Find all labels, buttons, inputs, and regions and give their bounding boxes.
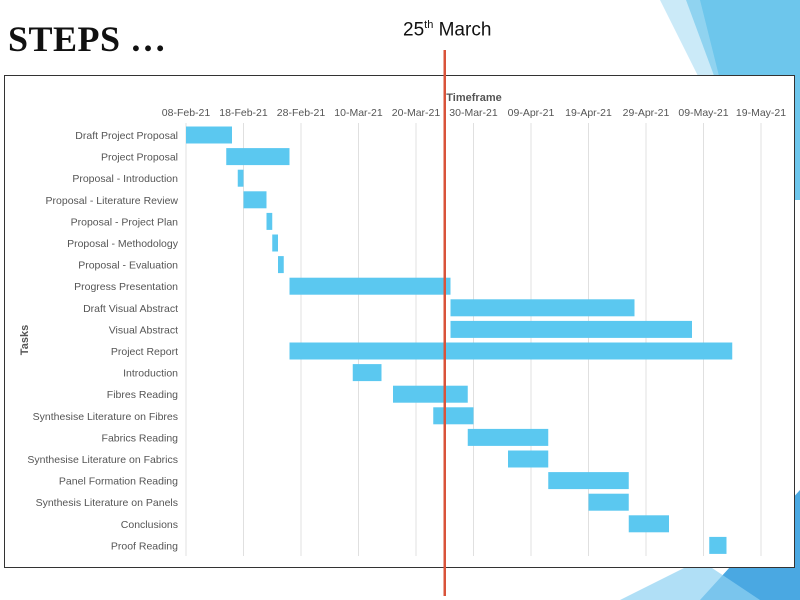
task-label: Synthesise Literature on Fabrics <box>27 454 178 466</box>
task-bar <box>237 169 244 187</box>
task-bar <box>266 212 273 230</box>
task-label: Project Proposal <box>101 152 178 164</box>
x-axis-title: Timeframe <box>446 92 501 104</box>
task-bar <box>352 364 382 382</box>
task-label: Fabrics Reading <box>102 432 179 444</box>
x-tick-label: 30-Mar-21 <box>449 107 498 119</box>
task-label: Panel Formation Reading <box>59 476 178 488</box>
x-tick-label: 18-Feb-21 <box>219 107 268 119</box>
task-bar <box>186 126 232 144</box>
task-bar <box>289 277 451 295</box>
task-bar <box>289 342 733 360</box>
task-bar <box>243 191 267 209</box>
task-label: Fibres Reading <box>107 389 178 401</box>
x-tick-label: 19-May-21 <box>736 107 786 119</box>
task-label: Draft Project Proposal <box>75 130 178 142</box>
task-bar <box>278 256 284 274</box>
task-label: Proposal - Methodology <box>67 238 179 250</box>
slide-title: STEPS … <box>8 19 167 59</box>
task-label: Introduction <box>123 368 178 380</box>
decor-shape-bottom-right-light <box>620 560 760 600</box>
marker-label: 25th March <box>403 19 491 41</box>
task-label: Project Report <box>111 346 178 358</box>
task-bar <box>588 493 629 511</box>
task-bar <box>226 148 290 166</box>
marker-label-day: 25 <box>403 19 425 41</box>
task-bar <box>508 450 549 468</box>
task-label: Proof Reading <box>111 540 178 552</box>
marker-label-suffix: th <box>424 19 434 31</box>
x-tick-label: 29-Apr-21 <box>623 107 670 119</box>
task-label: Proposal - Evaluation <box>78 260 178 272</box>
task-label: Proposal - Introduction <box>72 173 178 185</box>
task-bar <box>467 428 549 446</box>
task-bar <box>628 515 669 533</box>
task-label: Synthesis Literature on Panels <box>36 497 178 509</box>
task-bar <box>433 407 474 425</box>
task-bar <box>393 385 468 403</box>
task-bar <box>272 234 278 252</box>
marker-label-month: March <box>433 19 492 41</box>
task-bar <box>450 299 635 317</box>
task-bar <box>709 536 727 554</box>
task-label: Proposal - Literature Review <box>46 195 179 207</box>
task-label: Proposal - Project Plan <box>71 216 179 228</box>
task-label: Visual Abstract <box>109 324 178 336</box>
x-tick-label: 09-Apr-21 <box>508 107 555 119</box>
task-bar <box>548 472 629 490</box>
x-tick-label: 09-May-21 <box>678 107 728 119</box>
task-label: Synthesise Literature on Fibres <box>33 411 178 423</box>
x-tick-label: 28-Feb-21 <box>277 107 326 119</box>
x-tick-label: 08-Feb-21 <box>162 107 211 119</box>
x-tick-label: 10-Mar-21 <box>334 107 383 119</box>
y-axis-title: Tasks <box>19 325 31 355</box>
task-label: Progress Presentation <box>74 281 178 293</box>
task-bar <box>450 320 692 338</box>
x-tick-label: 20-Mar-21 <box>392 107 441 119</box>
task-label: Draft Visual Abstract <box>83 303 178 315</box>
task-label: Conclusions <box>121 519 178 531</box>
x-tick-label: 19-Apr-21 <box>565 107 612 119</box>
